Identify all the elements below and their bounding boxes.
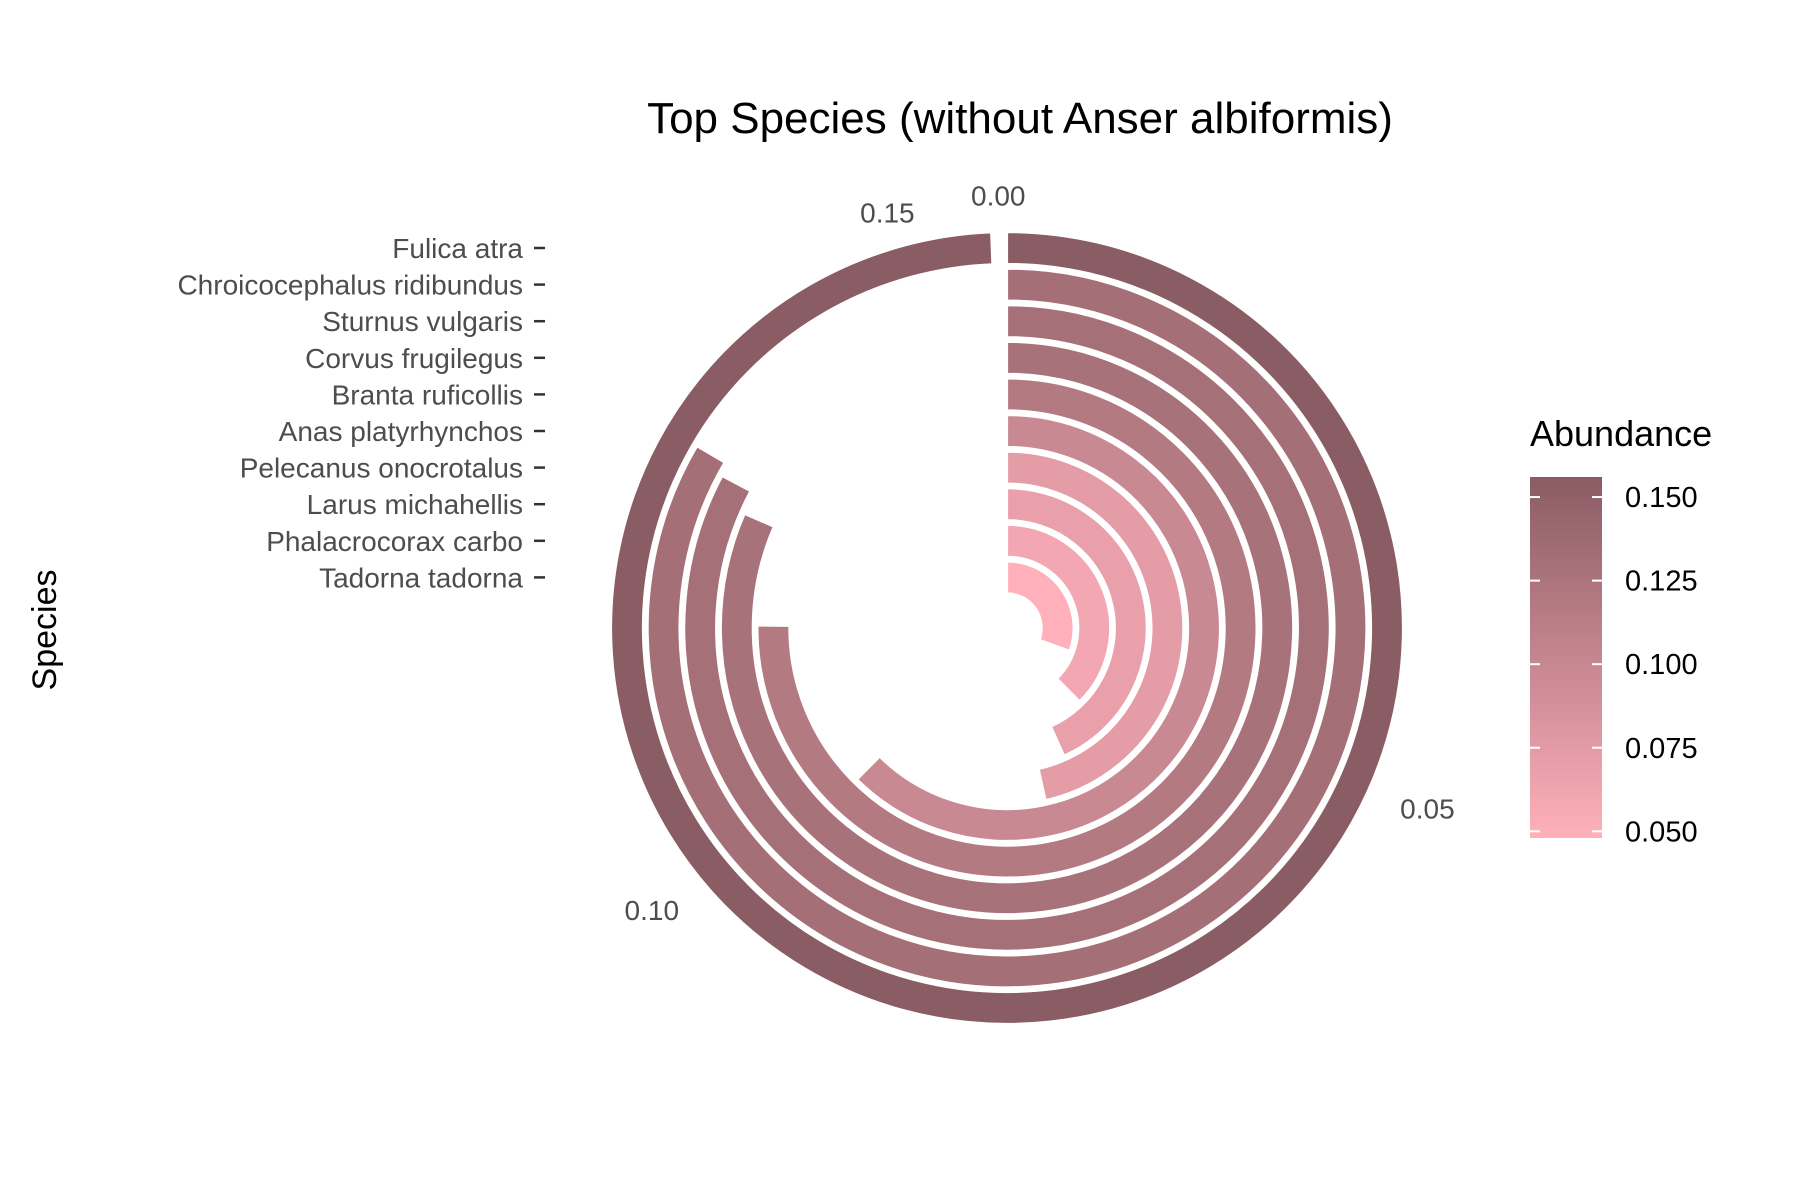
y-tick-label: Chroicocephalus ridibundus bbox=[177, 270, 523, 301]
angle-tick-label: 0.05 bbox=[1400, 793, 1455, 824]
bar-tadorna-tadorna bbox=[1005, 560, 1075, 653]
y-axis-title: Species bbox=[26, 570, 64, 691]
legend-tick-label: 0.050 bbox=[1625, 816, 1698, 848]
y-tick-label: Anas platyrhynchos bbox=[279, 416, 523, 447]
y-tick-label: Pelecanus onocrotalus bbox=[240, 453, 523, 484]
bar-chroicocephalus-ridibundus bbox=[646, 267, 1368, 989]
legend-tick-label: 0.150 bbox=[1625, 482, 1698, 514]
bar-phalacrocorax-carbo bbox=[1005, 523, 1112, 703]
bars bbox=[609, 230, 1405, 1026]
y-tick-label: Larus michahellis bbox=[307, 489, 523, 520]
legend-tick-label: 0.075 bbox=[1625, 733, 1698, 765]
bar-branta-ruficollis bbox=[756, 377, 1258, 879]
legend-tick-label: 0.125 bbox=[1625, 566, 1698, 598]
y-tick-label: Sturnus vulgaris bbox=[322, 306, 523, 337]
bar-pelecanus-onocrotalus bbox=[1005, 450, 1185, 802]
y-tick-label: Fulica atra bbox=[392, 233, 523, 264]
y-axis: Fulica atra Chroicocephalus ridibundus Stu… bbox=[177, 233, 545, 593]
y-tick-label: Tadorna tadorna bbox=[319, 562, 523, 593]
bar-anas-platyrhynchos bbox=[855, 413, 1222, 843]
y-tick-label: Phalacrocorax carbo bbox=[266, 526, 523, 557]
bar-fulica-atra bbox=[609, 230, 1405, 1026]
angle-axis: 0.00 0.05 0.10 0.15 bbox=[625, 180, 1455, 926]
y-tick-label: Corvus frugilegus bbox=[305, 343, 523, 374]
legend-tick-label: 0.100 bbox=[1625, 649, 1698, 681]
angle-tick-label: 0.10 bbox=[625, 895, 680, 926]
bar-corvus-frugilegus bbox=[719, 340, 1295, 916]
chart-title: Top Species (without Anser albiformis) bbox=[647, 94, 1393, 143]
legend-colorbar bbox=[1530, 477, 1602, 838]
legend-title: Abundance bbox=[1530, 413, 1712, 454]
angle-tick-label: 0.00 bbox=[971, 180, 1026, 211]
angle-tick-label: 0.15 bbox=[860, 197, 915, 228]
bar-sturnus-vulgaris bbox=[683, 304, 1331, 952]
y-tick-label: Branta ruficollis bbox=[332, 379, 523, 410]
legend: Abundance 0.150 0.125 0.100 0.075 0.050 bbox=[1530, 413, 1712, 848]
bar-larus-michahellis bbox=[1005, 487, 1148, 758]
